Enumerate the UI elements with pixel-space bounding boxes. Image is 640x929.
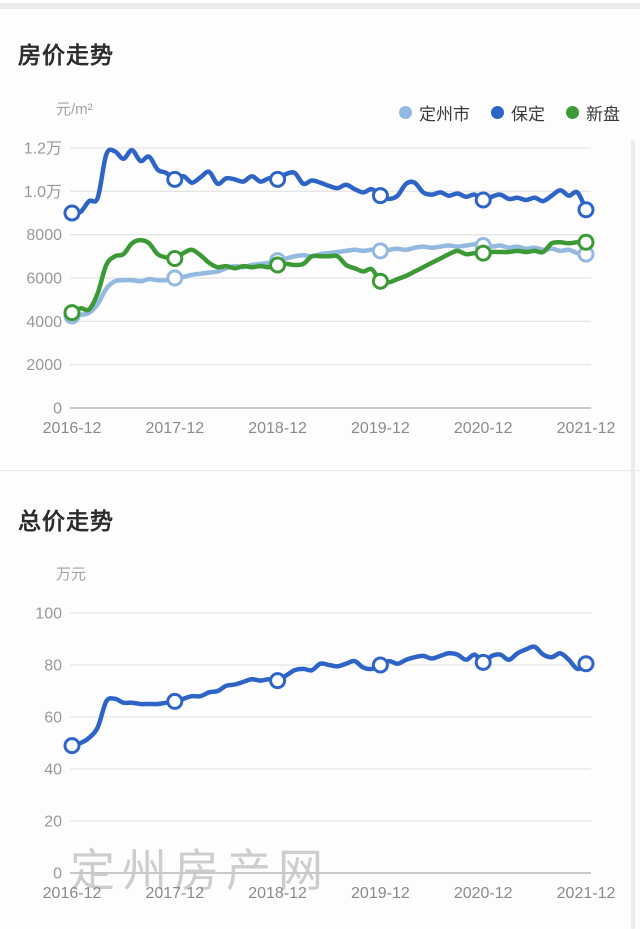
total-price-trend-chart[interactable]: 0 20 40 60 80 100 2016-12 2017-12 2018-12 2019-12… bbox=[0, 595, 640, 929]
svg-text:2021-12: 2021-12 bbox=[557, 885, 616, 902]
legend-label: 定州市 bbox=[419, 105, 470, 124]
total-price-trend-unit-label: 万元 bbox=[56, 566, 87, 583]
svg-text:2016-12: 2016-12 bbox=[43, 420, 102, 437]
legend-label: 保定 bbox=[511, 105, 545, 124]
svg-text:2000: 2000 bbox=[26, 357, 62, 374]
total-price-trend-title: 总价走势 bbox=[18, 508, 114, 534]
svg-text:0: 0 bbox=[53, 865, 62, 882]
legend-label: 新盘 bbox=[586, 105, 620, 124]
svg-text:2020-12: 2020-12 bbox=[454, 420, 513, 437]
top-divider bbox=[0, 3, 640, 9]
legend-item-dingzhou[interactable]: 定州市 bbox=[399, 100, 470, 125]
svg-text:6000: 6000 bbox=[26, 270, 62, 287]
svg-text:100: 100 bbox=[35, 605, 62, 622]
price-trend-unit-label: 元/m² bbox=[56, 101, 93, 118]
svg-text:8000: 8000 bbox=[26, 227, 62, 244]
legend: 定州市 保定 新盘 bbox=[399, 100, 620, 125]
price-trend-chart[interactable]: 0 2000 4000 6000 8000 1.0万 1.2万 2016-12 2017-12 2… bbox=[0, 130, 640, 465]
svg-text:60: 60 bbox=[44, 709, 62, 726]
scrollbar[interactable] bbox=[631, 140, 635, 929]
legend-item-xinpan[interactable]: 新盘 bbox=[566, 100, 620, 125]
baoding-series-dot-icon bbox=[491, 106, 504, 119]
svg-text:2016-12: 2016-12 bbox=[43, 885, 102, 902]
svg-text:2017-12: 2017-12 bbox=[145, 885, 204, 902]
xinpan-series-dot-icon bbox=[566, 106, 579, 119]
svg-text:2021-12: 2021-12 bbox=[557, 420, 616, 437]
svg-text:2018-12: 2018-12 bbox=[248, 420, 307, 437]
svg-text:2020-12: 2020-12 bbox=[454, 885, 513, 902]
legend-item-baoding[interactable]: 保定 bbox=[491, 100, 545, 125]
svg-text:2019-12: 2019-12 bbox=[351, 885, 410, 902]
svg-text:2019-12: 2019-12 bbox=[351, 420, 410, 437]
svg-text:4000: 4000 bbox=[26, 314, 62, 331]
svg-text:2018-12: 2018-12 bbox=[248, 885, 307, 902]
svg-text:80: 80 bbox=[44, 657, 62, 674]
svg-text:2017-12: 2017-12 bbox=[145, 420, 204, 437]
price-trend-title: 房价走势 bbox=[18, 42, 114, 68]
svg-text:40: 40 bbox=[44, 761, 62, 778]
svg-text:1.2万: 1.2万 bbox=[24, 140, 62, 157]
section-divider bbox=[0, 470, 640, 471]
svg-text:0: 0 bbox=[53, 400, 62, 417]
dingzhou-series-dot-icon bbox=[399, 106, 412, 119]
svg-text:20: 20 bbox=[44, 813, 62, 830]
svg-text:1.0万: 1.0万 bbox=[24, 184, 62, 201]
